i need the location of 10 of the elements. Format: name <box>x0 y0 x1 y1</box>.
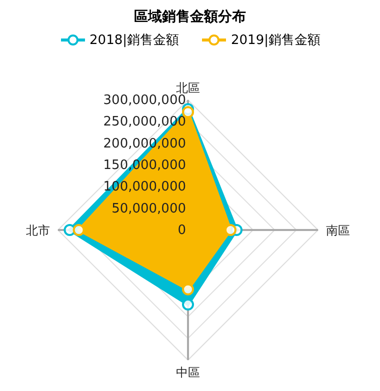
spoke-label: 南區 <box>326 223 350 238</box>
spoke-label: 北市 <box>26 223 50 238</box>
legend-label: 2018|銷售金額 <box>90 32 179 49</box>
spoke-label: 中區 <box>176 366 200 380</box>
chart-title: 區域銷售金額分布 <box>133 8 247 27</box>
y-tick-label: 300,000,000 <box>103 93 186 108</box>
spoke-label: 北區 <box>176 81 200 95</box>
y-tick-label: 0 <box>178 223 186 238</box>
legend-label: 2019|銷售金額 <box>231 32 320 49</box>
y-tick-label: 50,000,000 <box>112 201 186 216</box>
